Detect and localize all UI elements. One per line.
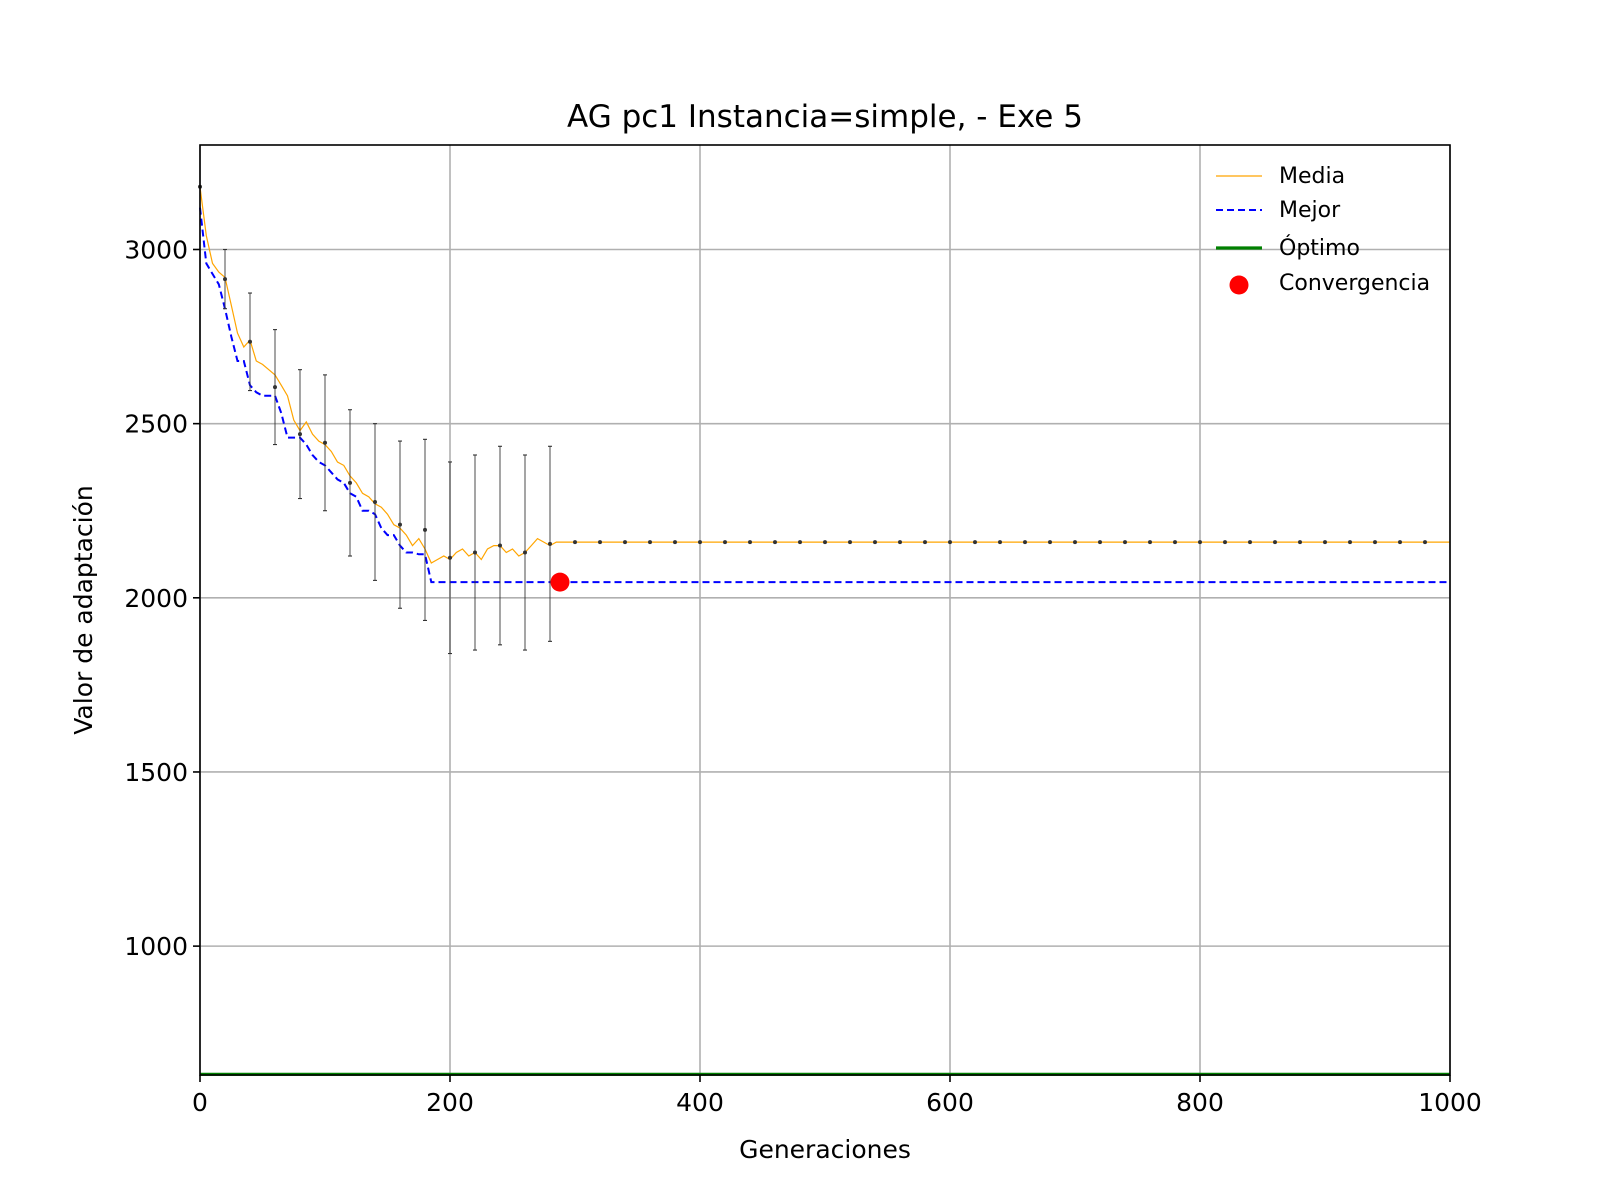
error-bar-point [248,339,252,344]
error-bar-point [1398,540,1402,545]
y-tick-label: 2000 [124,584,188,613]
error-bar-point [648,540,652,545]
error-bar-point [1323,540,1327,545]
convergence-point [550,572,570,592]
chart-title: AG pc1 Instancia=simple, - Exe 5 [567,99,1083,135]
error-bar-point [523,550,527,555]
error-bar-point [1223,540,1227,545]
y-tick-label: 3000 [124,235,188,264]
error-bar-point [1198,540,1202,545]
error-bar-point [1248,540,1252,545]
error-bar-point [873,540,877,545]
error-bar-point [673,540,677,545]
y-axis-label: Valor de adaptación [69,485,98,734]
ticks: 0 200 400 600 800 1000 1000 1500 2000 2500 3000 [124,235,1481,1117]
error-bar-point [623,540,627,545]
plot-frame [199,144,1451,1076]
x-tick-label: 0 [192,1088,208,1117]
error-bar-point [548,541,552,546]
x-tick-label: 200 [426,1088,474,1117]
error-bar-point [923,540,927,545]
x-tick-label: 600 [926,1088,974,1117]
error-bar-point [798,540,802,545]
error-bar-point [1373,540,1377,545]
error-bar-point [948,540,952,545]
error-bar-point [323,440,327,445]
error-bar-point [848,540,852,545]
error-bar-point [1073,540,1077,545]
error-bar-point [223,277,227,282]
error-bar-point [773,540,777,545]
error-bar-point [1048,540,1052,545]
error-bar-point [498,543,502,548]
error-bar-point [598,540,602,545]
error-bar-point [398,522,402,527]
legend-label: Media [1279,164,1345,189]
error-bar-point [998,540,1002,545]
error-bar-point [723,540,727,545]
error-bar-point [448,555,452,560]
legend-swatch-convergencia [1229,275,1249,295]
error-bar-point [748,540,752,545]
error-bar-point [1348,540,1352,545]
x-tick-label: 1000 [1418,1088,1482,1117]
series-line-media [199,186,1450,564]
x-tick-label: 800 [1176,1088,1224,1117]
error-bar-point [298,432,302,437]
error-bar-point [473,550,477,555]
error-bar-point [423,527,427,532]
y-tick-label: 1000 [124,932,188,961]
error-bar-point [1148,540,1152,545]
error-bar-point [348,480,352,485]
error-bar-point [1423,540,1427,545]
error-bar-point [823,540,827,545]
error-bar-point [1298,540,1302,545]
x-tick-label: 400 [676,1088,724,1117]
error-bar-point [898,540,902,545]
y-tick-label: 1500 [124,758,188,787]
error-bar-point [1123,540,1127,545]
legend-label: Convergencia [1279,271,1430,296]
x-axis-label: Generaciones [739,1135,911,1164]
y-tick-label: 2500 [124,410,188,439]
error-bar-point [1023,540,1027,545]
error-bar-point [973,540,977,545]
legend-label: Óptimo [1279,235,1360,261]
error-bar-point [1173,540,1177,545]
error-bar-point [1273,540,1277,545]
error-bar-point [273,385,277,390]
error-bar-point [373,500,377,505]
error-bar-point [698,540,702,545]
legend: Media Mejor Óptimo Convergencia [1216,164,1430,296]
series-line-mejor [199,207,1450,584]
error-bar-point [573,540,577,545]
legend-label: Mejor [1279,198,1341,223]
error-bar-point [1098,540,1102,545]
